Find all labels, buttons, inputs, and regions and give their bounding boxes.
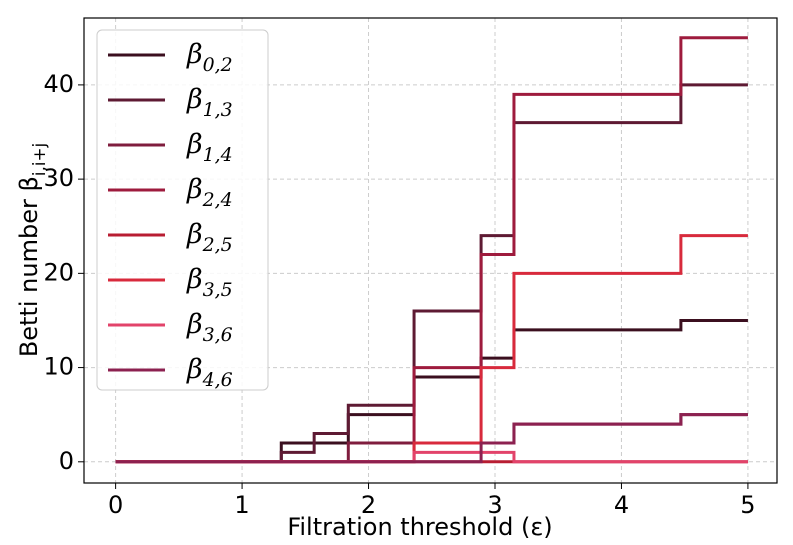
x-tick-label: 0 <box>108 491 123 519</box>
y-tick-label: 30 <box>43 164 74 192</box>
x-tick-label: 2 <box>361 491 376 519</box>
series-line <box>115 413 748 464</box>
y-tick-label: 20 <box>43 258 74 286</box>
y-tick-label: 0 <box>59 447 74 475</box>
x-tick-label: 4 <box>614 491 629 519</box>
legend-label: β3,6 <box>186 309 233 347</box>
legend-label: β2,4 <box>186 174 233 212</box>
x-tick-label: 1 <box>234 491 249 519</box>
x-tick-label: 3 <box>487 491 502 519</box>
series-line <box>115 83 748 464</box>
y-tick-label: 10 <box>43 353 74 381</box>
legend-label: β3,5 <box>186 264 233 302</box>
legend-label: β0,2 <box>186 39 233 77</box>
plot-frame <box>83 17 778 484</box>
x-tick-label: 5 <box>740 491 755 519</box>
series-line <box>115 413 748 464</box>
legend-label: β2,5 <box>186 219 233 257</box>
legend-label: β4,6 <box>186 354 233 392</box>
legend-box <box>96 29 269 391</box>
x-axis-label: Filtration threshold (ε) <box>287 513 552 541</box>
legend-label: β1,4 <box>186 129 233 167</box>
y-axis-label: Betti number βi,i+j <box>15 143 49 357</box>
legend-label: β1,3 <box>186 84 233 122</box>
y-tick-label: 40 <box>43 70 74 98</box>
